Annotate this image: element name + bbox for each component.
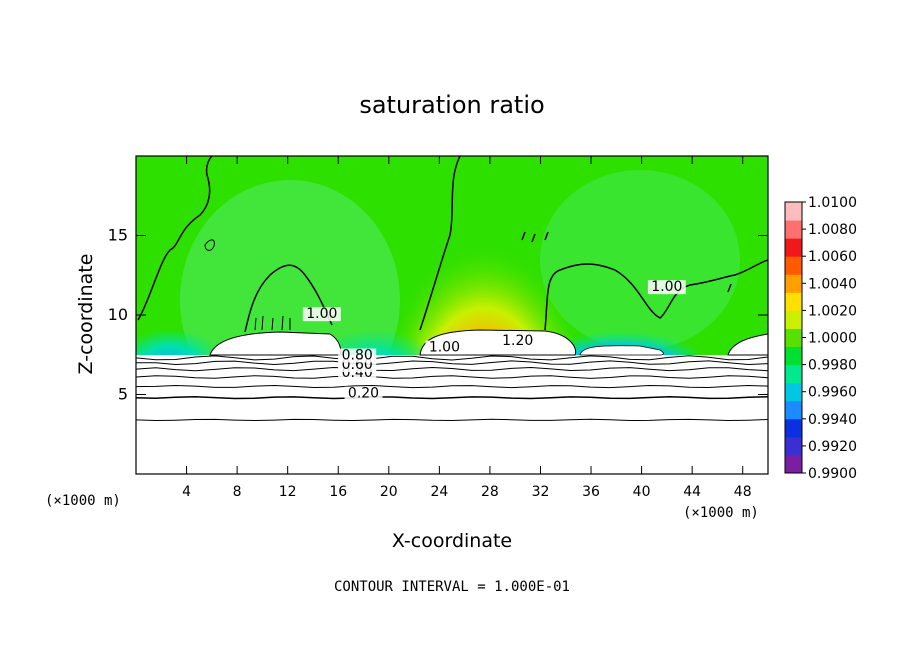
x-tick-label: 44 <box>683 484 701 500</box>
contour-ripple-small-3 <box>254 315 291 331</box>
dome-right-ledge <box>579 345 664 356</box>
dome-far-right <box>727 333 768 356</box>
field-patch-light-right <box>540 170 740 350</box>
x-tick-label: 16 <box>329 484 347 500</box>
colorbar-swatch <box>785 256 802 275</box>
contour-label-bg <box>647 280 686 295</box>
field-patch-cyan-left <box>136 312 215 368</box>
contour-line-1-00-right <box>544 259 768 331</box>
colorbar-swatch <box>785 274 802 293</box>
x-tick-label: 40 <box>633 484 651 500</box>
x-tick-label: 32 <box>532 484 550 500</box>
contour-label: 1.00 <box>651 279 682 295</box>
x-unit-label-right: (×1000 m) <box>683 505 759 521</box>
contour-line-low <box>136 355 768 361</box>
field-lower-white <box>136 355 768 474</box>
colorbar-tick-label: 0.9960 <box>808 385 857 401</box>
contour-line-low <box>136 360 768 366</box>
low-contours <box>136 355 768 422</box>
contour-label-bg <box>338 348 377 363</box>
contour-line-low <box>136 384 768 389</box>
colorbar-tick-label: 1.0100 <box>808 195 857 211</box>
colorbar-tick-label: 1.0060 <box>808 249 857 265</box>
contour-line-low <box>136 375 768 379</box>
contour-line-1-00-center <box>419 156 461 331</box>
x-tick-label: 4 <box>182 484 191 500</box>
colorbar-swatch <box>785 436 802 456</box>
colorbar-swatch <box>785 454 802 474</box>
contour-line-low <box>136 396 768 400</box>
contour-label: 1.00 <box>429 340 460 356</box>
colorbar: 1.0100 1.0080 1.0060 1.0040 1.0020 1.0000 0.99… <box>784 195 857 482</box>
contour-label: 0.80 <box>342 348 373 364</box>
contour-line-low <box>136 366 768 372</box>
contour-interval-note: CONTOUR INTERVAL = 1.000E-01 <box>334 579 570 595</box>
contour-label-bg <box>498 334 537 349</box>
colorbar-tick-label: 1.0000 <box>808 331 857 347</box>
contour-label-bg <box>425 340 464 355</box>
contour-label: 1.20 <box>502 333 533 349</box>
contour-line-low <box>136 418 768 422</box>
plot-area <box>136 156 768 474</box>
colorbar-swatch <box>785 238 802 257</box>
colorbar-tick-label: 1.0080 <box>808 222 857 238</box>
colorbar-tick-label: 1.0040 <box>808 276 857 292</box>
x-tick-label: 28 <box>481 484 499 500</box>
contour-line-1-00-left <box>137 156 213 321</box>
x-tick-label: 20 <box>380 484 398 500</box>
chart-title: saturation ratio <box>359 91 544 119</box>
colorbar-swatch <box>785 220 802 239</box>
colorbar-swatch <box>785 400 802 420</box>
contour-ripple-small-2 <box>521 231 549 243</box>
contour-ripple-small-4 <box>727 283 732 293</box>
colorbar-swatch <box>785 292 802 311</box>
contour-label: 1.00 <box>306 306 337 322</box>
y-axis-label: Z-coordinate <box>75 254 97 375</box>
contour-label-bg <box>344 386 383 401</box>
colorbar-tick-label: 0.9920 <box>808 439 857 455</box>
y-axis-ticks: 5 10 15 <box>108 226 768 404</box>
colorbar-swatch <box>785 418 802 438</box>
colorbar-swatch <box>785 328 802 348</box>
x-axis-label: X-coordinate <box>392 530 512 552</box>
x-axis-ticks: 4 8 12 16 20 24 28 32 36 40 44 48 <box>182 156 752 500</box>
colorbar-swatch <box>785 382 802 402</box>
x-tick-label: 48 <box>734 484 752 500</box>
x-tick-label: 12 <box>279 484 297 500</box>
x-unit-label-left: (×1000 m) <box>45 493 121 509</box>
contour-label-bg <box>302 307 341 322</box>
x-tick-label: 24 <box>430 484 448 500</box>
colorbar-swatch <box>785 346 802 366</box>
colorbar-tick-label: 0.9900 <box>808 466 857 482</box>
x-tick-label: 36 <box>582 484 600 500</box>
y-tick-label: 10 <box>108 305 128 324</box>
colorbar-tick-label: 0.9940 <box>808 412 857 428</box>
colorbar-swatch <box>785 364 802 384</box>
y-tick-label: 15 <box>108 226 128 245</box>
colorbar-swatch <box>785 310 802 329</box>
contour-line-1-00-hill <box>244 264 333 333</box>
contour-labels: 0.200.400.600.80 1.00 1.201.001.00 <box>302 279 686 402</box>
colorbar-swatch <box>785 202 802 221</box>
x-tick-label: 8 <box>233 484 242 500</box>
contour-ripple-small-1 <box>204 239 215 251</box>
y-tick-label: 5 <box>118 385 128 404</box>
contour-label: 0.20 <box>348 386 379 402</box>
colorbar-tick-label: 1.0020 <box>808 303 857 319</box>
colorbar-tick-label: 0.9980 <box>808 358 857 374</box>
